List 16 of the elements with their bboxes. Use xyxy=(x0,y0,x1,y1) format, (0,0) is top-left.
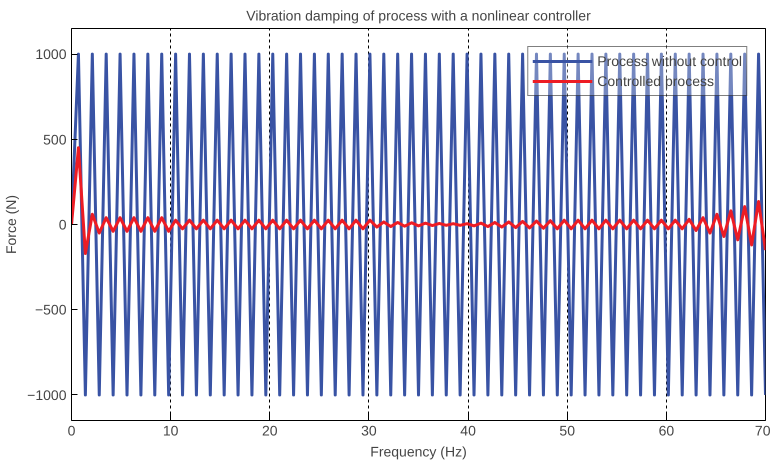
x-tick-label: 40 xyxy=(460,422,476,438)
y-tick-label: 500 xyxy=(43,131,67,148)
x-tick-label: 20 xyxy=(262,422,278,438)
y-tick-label: 0 xyxy=(58,216,67,232)
x-tick-label: 30 xyxy=(361,422,377,438)
x-tick-label: 10 xyxy=(162,422,179,438)
y-tick-label: 1000 xyxy=(35,46,67,62)
y-tick-label: −1000 xyxy=(27,386,67,403)
x-axis-title: Frequency (Hz) xyxy=(370,444,467,460)
x-tick-label: 60 xyxy=(658,422,674,438)
y-axis-title: Force (N) xyxy=(3,194,20,254)
x-tick-label: 50 xyxy=(559,422,576,438)
line-series xyxy=(72,146,766,255)
chart-title: Vibration damping of process with a nonlinear controller xyxy=(246,8,592,24)
x-tick-label: 70 xyxy=(754,422,770,438)
y-tick-label: −500 xyxy=(34,302,67,318)
